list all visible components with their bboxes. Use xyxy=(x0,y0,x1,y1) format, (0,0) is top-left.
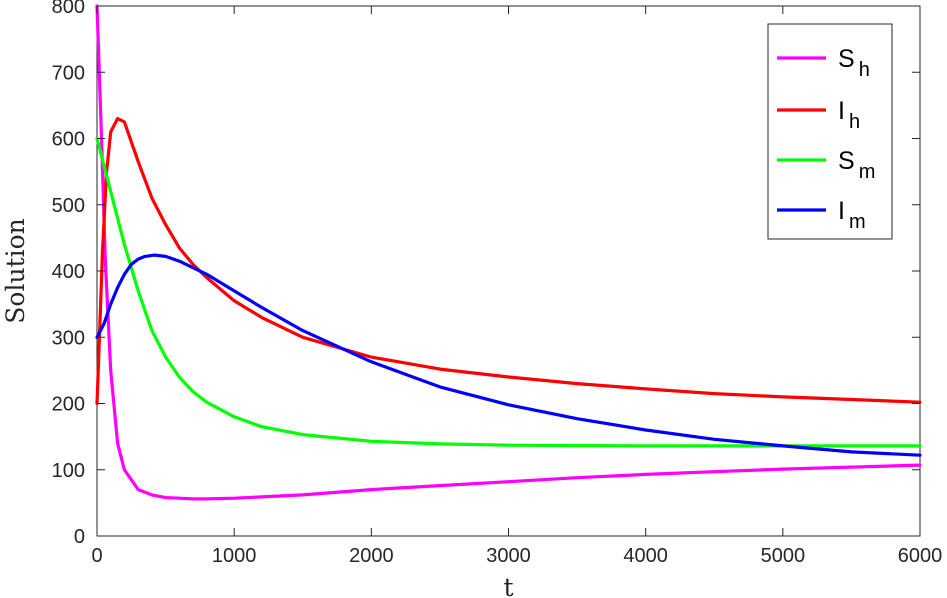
x-axis-title: t xyxy=(503,573,513,598)
series-line-sm xyxy=(95,136,922,448)
y-tick-label: 800 xyxy=(52,0,85,18)
ticks-layer: 0 1000 2000 3000 4000 5000 6000 0 100 200 300 400 50… xyxy=(52,0,943,567)
x-tick-label: 1000 xyxy=(212,545,257,567)
y-tick-label: 600 xyxy=(52,129,85,151)
series-line-im xyxy=(95,253,922,457)
x-tick-label: 0 xyxy=(91,545,102,567)
y-tick-label: 100 xyxy=(52,460,85,482)
x-tick-label: 2000 xyxy=(349,545,394,567)
y-axis-title: Solution xyxy=(1,218,30,323)
x-tick-label: 4000 xyxy=(623,545,668,567)
y-tick-label: 200 xyxy=(52,394,85,416)
y-tick-label: 0 xyxy=(74,526,85,548)
y-tick-label: 300 xyxy=(52,327,85,349)
legend-box xyxy=(767,23,893,240)
x-tick-label: 6000 xyxy=(898,545,943,567)
y-tick-label: 700 xyxy=(52,62,85,84)
series-layer xyxy=(95,4,922,501)
x-tick-label: 5000 xyxy=(761,545,806,567)
series-line-sh xyxy=(95,4,922,501)
x-tick-label: 3000 xyxy=(486,545,531,567)
y-tick-label: 400 xyxy=(52,261,85,283)
y-tick-label: 500 xyxy=(52,195,85,217)
